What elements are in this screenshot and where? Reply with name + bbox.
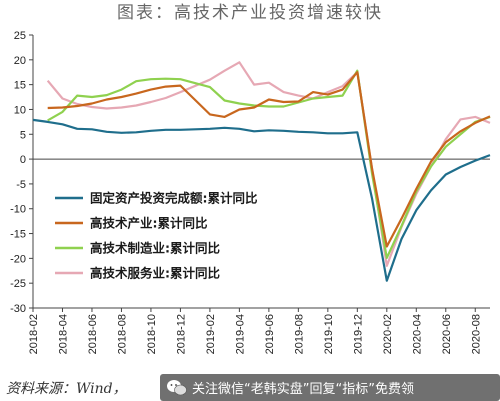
- y-tick-label: -5: [16, 179, 26, 191]
- series-lines: [32, 61, 491, 282]
- y-tick-label: -30: [10, 303, 26, 315]
- y-tick-label: -10: [10, 204, 26, 216]
- x-tick-label: 2018-12: [175, 314, 187, 354]
- x-tick-label: 2019-04: [234, 314, 246, 354]
- x-tick-label: 2019-08: [293, 314, 305, 354]
- x-tick-label: 2020-08: [470, 314, 482, 354]
- x-tick-label: 2018-06: [87, 314, 99, 354]
- y-tick-label: -20: [10, 253, 26, 265]
- x-tick-label: 2019-06: [264, 314, 276, 354]
- chart-title: 图表：高技术产业投资增速较快: [117, 3, 383, 23]
- y-tick-label: 0: [20, 154, 26, 166]
- y-tick-label: -15: [10, 229, 26, 241]
- x-tick-label: 2020-02: [382, 314, 394, 354]
- x-tick-label: 2018-04: [57, 314, 69, 354]
- y-tick-labels: 25 20 15 10 5 0 -5 -10 -15 -20 -25 -30: [10, 30, 26, 315]
- y-tick-label: 20: [14, 55, 26, 67]
- x-tick-labels: 2018-02 2018-04 2018-06 2018-08 2018-10 2018-…: [28, 314, 482, 354]
- source-note: 资料来源：Wind，: [6, 381, 127, 397]
- footer: 资料来源：Wind， 关注微信“老韩实盘”回复“指标”免费领: [0, 374, 500, 401]
- legend-label-2: 高技术产业:累计同比: [90, 216, 208, 231]
- y-tick-label: 15: [14, 80, 26, 92]
- x-tick-label: 2018-10: [146, 314, 158, 354]
- watermark-banner: 关注微信“老韩实盘”回复“指标”免费领: [160, 374, 500, 401]
- series-line-1: [32, 118, 491, 282]
- series-line-3: [47, 69, 491, 259]
- axes: [29, 34, 490, 312]
- x-tick-label: 2019-10: [323, 314, 335, 354]
- x-tick-label: 2018-02: [28, 314, 40, 354]
- legend: 固定资产投资完成额:累计同比高技术产业:累计同比高技术制造业:累计同比高技术服务…: [55, 191, 258, 281]
- x-tick-label: 2018-08: [116, 314, 128, 354]
- legend-label-3: 高技术制造业:累计同比: [90, 241, 220, 256]
- x-tick-label: 2020-04: [411, 314, 423, 354]
- y-tick-label: -25: [10, 278, 26, 290]
- y-tick-label: 25: [14, 30, 26, 42]
- y-tick-label: 5: [20, 129, 26, 141]
- legend-label-1: 固定资产投资完成额:累计同比: [90, 191, 258, 206]
- legend-label-4: 高技术服务业:累计同比: [90, 266, 220, 281]
- x-tick-label: 2019-12: [352, 314, 364, 354]
- wechat-icon: [167, 379, 187, 395]
- y-tick-label: 10: [14, 104, 26, 116]
- watermark-text: 关注微信“老韩实盘”回复“指标”免费领: [192, 382, 414, 397]
- series-line-2: [47, 71, 491, 248]
- x-tick-label: 2020-06: [441, 314, 453, 354]
- x-tick-label: 2019-02: [205, 314, 217, 354]
